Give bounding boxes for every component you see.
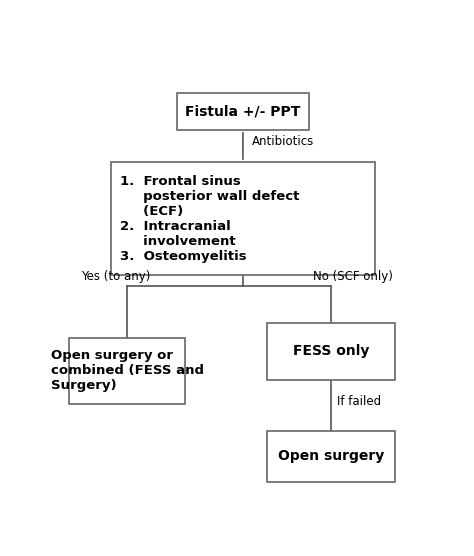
FancyBboxPatch shape [177, 93, 309, 130]
Text: Yes (to any): Yes (to any) [82, 270, 151, 283]
Text: Open surgery: Open surgery [278, 449, 384, 463]
FancyBboxPatch shape [267, 430, 395, 482]
Text: No (SCF only): No (SCF only) [313, 270, 392, 283]
Text: Antibiotics: Antibiotics [252, 135, 314, 148]
Text: If failed: If failed [337, 395, 381, 408]
Text: FESS only: FESS only [293, 344, 369, 359]
FancyBboxPatch shape [69, 337, 185, 404]
Text: 1.  Frontal sinus
     posterior wall defect
     (ECF)
2.  Intracranial
     in: 1. Frontal sinus posterior wall defect (… [120, 175, 299, 262]
Text: Fistula +/- PPT: Fistula +/- PPT [185, 105, 301, 118]
FancyBboxPatch shape [110, 162, 375, 275]
FancyBboxPatch shape [267, 322, 395, 380]
Text: Open surgery or
combined (FESS and
Surgery): Open surgery or combined (FESS and Surge… [51, 349, 204, 392]
